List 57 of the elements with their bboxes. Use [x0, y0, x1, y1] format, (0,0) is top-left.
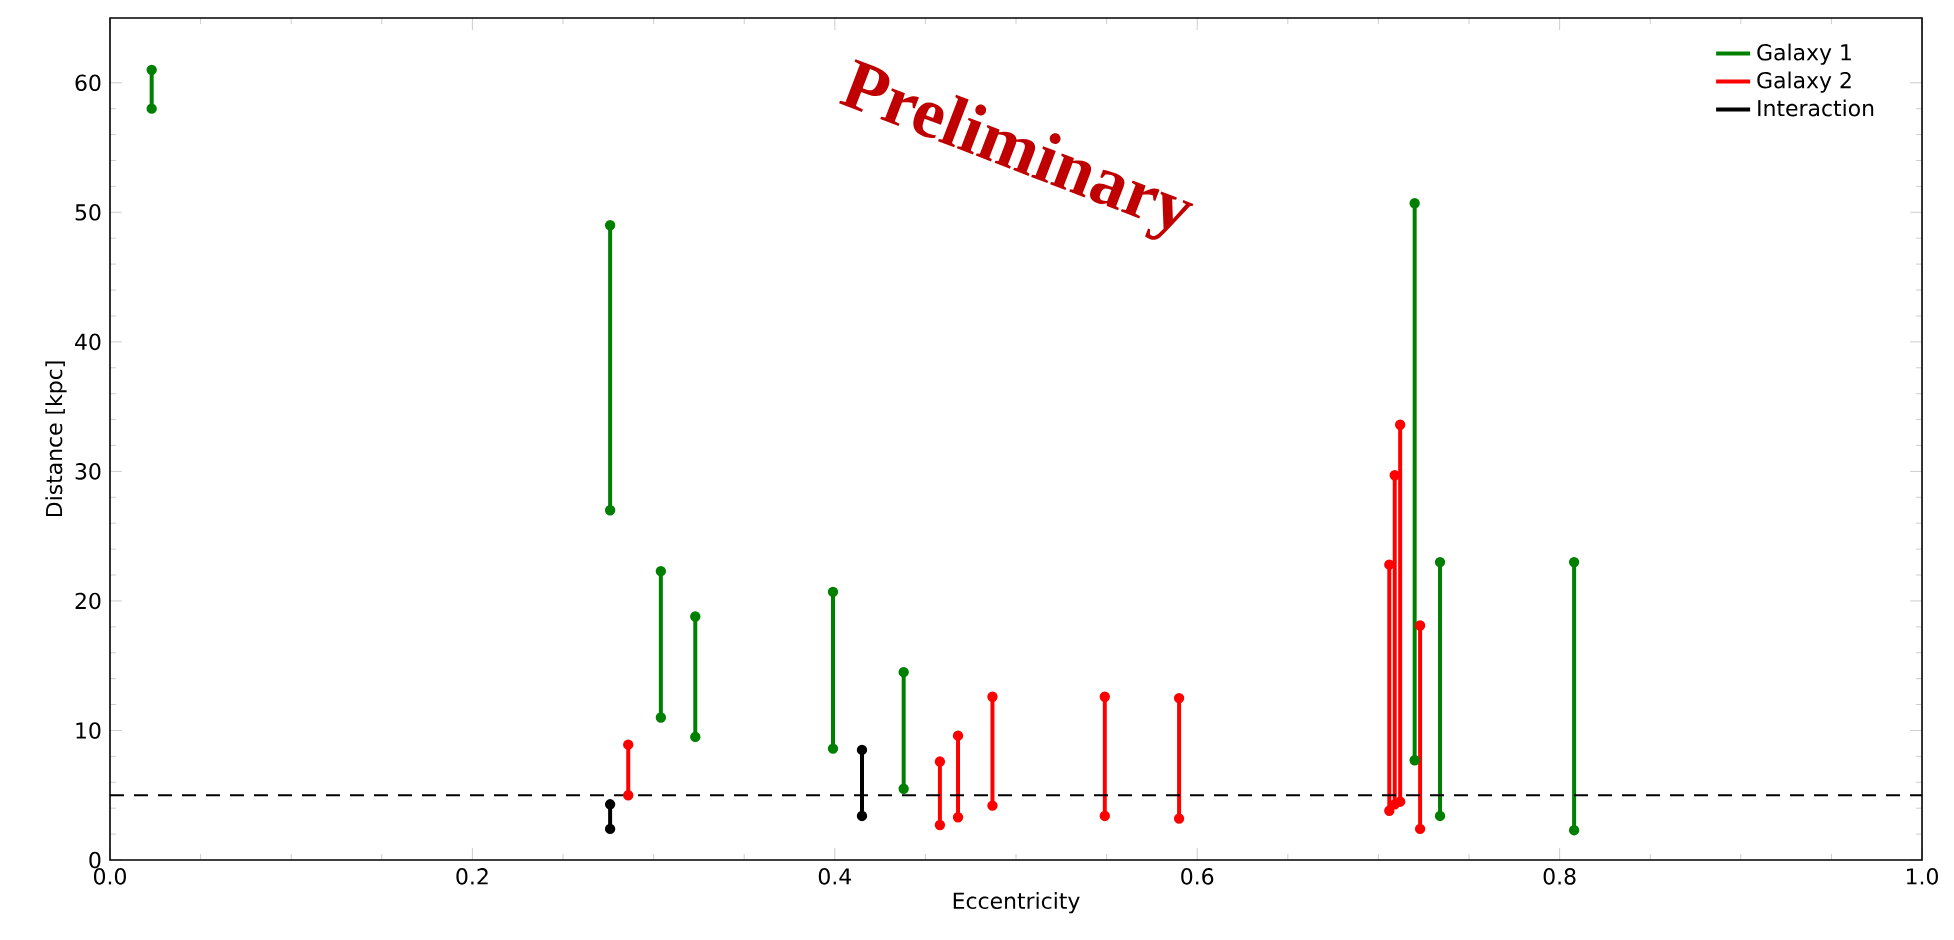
point	[1409, 198, 1420, 209]
x-tick-label: 0.0	[94, 868, 126, 885]
point	[1394, 419, 1406, 430]
y-axis-title: Distance [kpc]	[45, 361, 67, 517]
point	[898, 666, 909, 678]
point	[655, 565, 667, 577]
point	[1173, 813, 1185, 824]
x-tick-label: 0.4	[818, 868, 852, 885]
point	[952, 812, 964, 823]
point	[898, 783, 909, 794]
point	[690, 731, 701, 743]
point	[952, 730, 964, 741]
point	[690, 611, 701, 622]
legend-label: Galaxy 2	[1757, 71, 1851, 93]
point	[1434, 810, 1446, 822]
point	[146, 64, 157, 75]
point	[604, 220, 616, 231]
point	[934, 819, 946, 831]
x-tick-label: 0.6	[1181, 868, 1214, 885]
y-tick-label: 60	[75, 74, 101, 92]
point	[1414, 620, 1426, 631]
point	[1099, 691, 1110, 702]
point	[1099, 810, 1110, 822]
point	[1409, 755, 1420, 766]
y-tick-label: 20	[75, 592, 101, 610]
point	[623, 790, 634, 801]
point	[1568, 556, 1580, 568]
point	[604, 505, 616, 516]
point	[1434, 556, 1446, 568]
legend-label: Interaction	[1758, 99, 1874, 117]
point	[623, 739, 634, 750]
y-tick-label: 40	[75, 333, 101, 351]
point	[1414, 823, 1426, 835]
point	[146, 103, 157, 114]
legend-label: Galaxy 1	[1757, 43, 1851, 65]
point	[987, 800, 998, 811]
point	[1384, 805, 1395, 816]
y-tick-label: 30	[75, 463, 101, 480]
x-axis-title: Eccentricity	[953, 892, 1080, 914]
point	[604, 799, 616, 810]
point	[604, 823, 616, 835]
point	[1389, 470, 1400, 481]
point	[655, 712, 667, 723]
point	[827, 586, 839, 598]
point	[856, 744, 868, 756]
point	[987, 691, 998, 702]
x-tick-label: 0.2	[456, 868, 488, 885]
point	[1568, 825, 1580, 836]
point	[1173, 692, 1185, 704]
x-tick-label: 1.0	[1907, 868, 1938, 885]
y-tick-label: 10	[76, 722, 101, 739]
y-tick-label: 0	[89, 851, 101, 869]
point	[934, 756, 946, 767]
point	[827, 743, 839, 754]
point	[856, 810, 868, 822]
x-tick-label: 0.8	[1543, 868, 1576, 885]
y-tick-label: 50	[75, 204, 101, 221]
